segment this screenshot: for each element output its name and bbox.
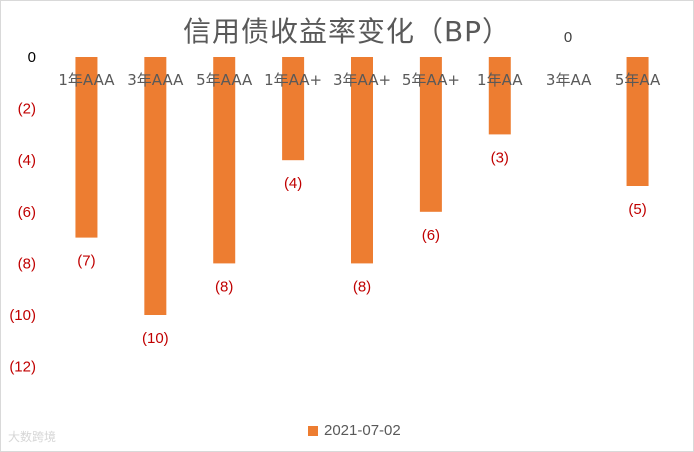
x-tick-label: 3年AAA bbox=[127, 71, 184, 89]
watermark-text: 大数跨境 bbox=[8, 430, 57, 444]
data-label: (10) bbox=[142, 330, 169, 347]
bar bbox=[626, 57, 649, 186]
x-tick-label: 1年AA bbox=[477, 71, 523, 89]
y-tick-label: (6) bbox=[18, 204, 36, 221]
bar bbox=[282, 57, 305, 161]
chart-title: 信用债收益率变化（BP） bbox=[182, 15, 512, 48]
data-label: (5) bbox=[628, 201, 646, 218]
y-tick-label: (8) bbox=[18, 255, 36, 272]
x-tick-label: 3年AA bbox=[546, 71, 592, 89]
x-tick-label: 5年AA bbox=[615, 71, 661, 89]
bar bbox=[213, 57, 236, 264]
data-label: 0 bbox=[564, 29, 572, 46]
legend: 2021-07-02 bbox=[308, 422, 401, 439]
data-label: (8) bbox=[215, 278, 233, 295]
data-label: (6) bbox=[422, 227, 440, 244]
data-label: (4) bbox=[284, 175, 302, 192]
bar bbox=[144, 57, 167, 315]
legend-label: 2021-07-02 bbox=[324, 422, 401, 439]
bar bbox=[488, 57, 511, 135]
data-label: (7) bbox=[77, 253, 95, 270]
x-tick-label: 1年AA+ bbox=[264, 71, 322, 89]
x-tick-label: 5年AAA bbox=[196, 71, 253, 89]
legend-swatch bbox=[308, 425, 318, 436]
y-tick-label: (12) bbox=[9, 359, 36, 376]
x-tick-label: 1年AAA bbox=[58, 71, 115, 89]
bar bbox=[419, 57, 442, 212]
bar bbox=[75, 57, 98, 238]
y-tick-label: (4) bbox=[18, 152, 36, 169]
data-label: (8) bbox=[353, 278, 371, 295]
x-tick-label: 5年AA+ bbox=[402, 71, 460, 89]
bar bbox=[351, 57, 373, 264]
y-tick-label: 0 bbox=[28, 49, 36, 66]
watermark-logo: 大数跨境 bbox=[8, 428, 56, 445]
data-label: (3) bbox=[491, 149, 509, 166]
x-tick-label: 3年AA+ bbox=[333, 71, 391, 89]
y-tick-label: (2) bbox=[18, 101, 36, 118]
y-tick-label: (10) bbox=[9, 307, 36, 324]
